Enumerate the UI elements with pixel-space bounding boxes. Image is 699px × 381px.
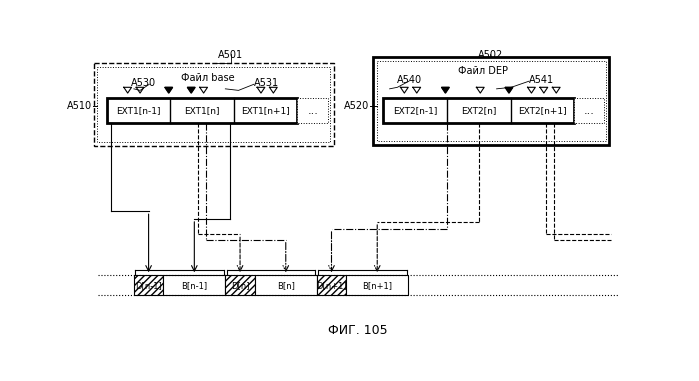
- Polygon shape: [505, 87, 513, 93]
- Text: D[n-1]: D[n-1]: [135, 281, 162, 290]
- Text: A510: A510: [67, 101, 92, 111]
- Text: B[n+1]: B[n+1]: [362, 281, 392, 290]
- Bar: [94, 62, 334, 146]
- Text: ФИГ. 105: ФИГ. 105: [328, 324, 388, 337]
- Text: EXT2[n]: EXT2[n]: [461, 106, 496, 115]
- Text: ...: ...: [308, 106, 318, 116]
- Bar: [225, 275, 254, 295]
- Bar: [574, 98, 605, 123]
- Bar: [377, 61, 606, 141]
- Text: EXT2[n-1]: EXT2[n-1]: [393, 106, 438, 115]
- Text: EXT1[n]: EXT1[n]: [185, 106, 219, 115]
- Text: A531: A531: [254, 78, 279, 88]
- Text: A502: A502: [477, 50, 503, 60]
- Bar: [97, 67, 330, 142]
- Text: A541: A541: [529, 75, 554, 85]
- Bar: [254, 275, 317, 295]
- Text: A501: A501: [218, 50, 243, 60]
- Text: A540: A540: [396, 75, 421, 85]
- Bar: [317, 275, 346, 295]
- Text: A520: A520: [344, 101, 370, 111]
- Text: EXT2[n+1]: EXT2[n+1]: [518, 106, 567, 115]
- Bar: [134, 275, 164, 295]
- Text: Файл base: Файл base: [180, 73, 234, 83]
- Text: B[n]: B[n]: [277, 281, 295, 290]
- Bar: [164, 275, 225, 295]
- Text: B[n-1]: B[n-1]: [181, 281, 208, 290]
- Text: Файл DEP: Файл DEP: [458, 66, 507, 76]
- Bar: [297, 98, 329, 123]
- Text: D[n+1]: D[n+1]: [316, 281, 347, 290]
- Bar: [346, 275, 408, 295]
- Text: A530: A530: [131, 78, 156, 88]
- Polygon shape: [165, 87, 173, 93]
- Text: EXT1[n-1]: EXT1[n-1]: [116, 106, 161, 115]
- Text: ...: ...: [584, 106, 595, 116]
- Text: EXT1[n+1]: EXT1[n+1]: [241, 106, 290, 115]
- Polygon shape: [442, 87, 449, 93]
- Bar: [384, 98, 574, 123]
- Polygon shape: [187, 87, 195, 93]
- Text: D[n]: D[n]: [231, 281, 250, 290]
- Bar: [107, 98, 297, 123]
- Bar: [373, 56, 609, 145]
